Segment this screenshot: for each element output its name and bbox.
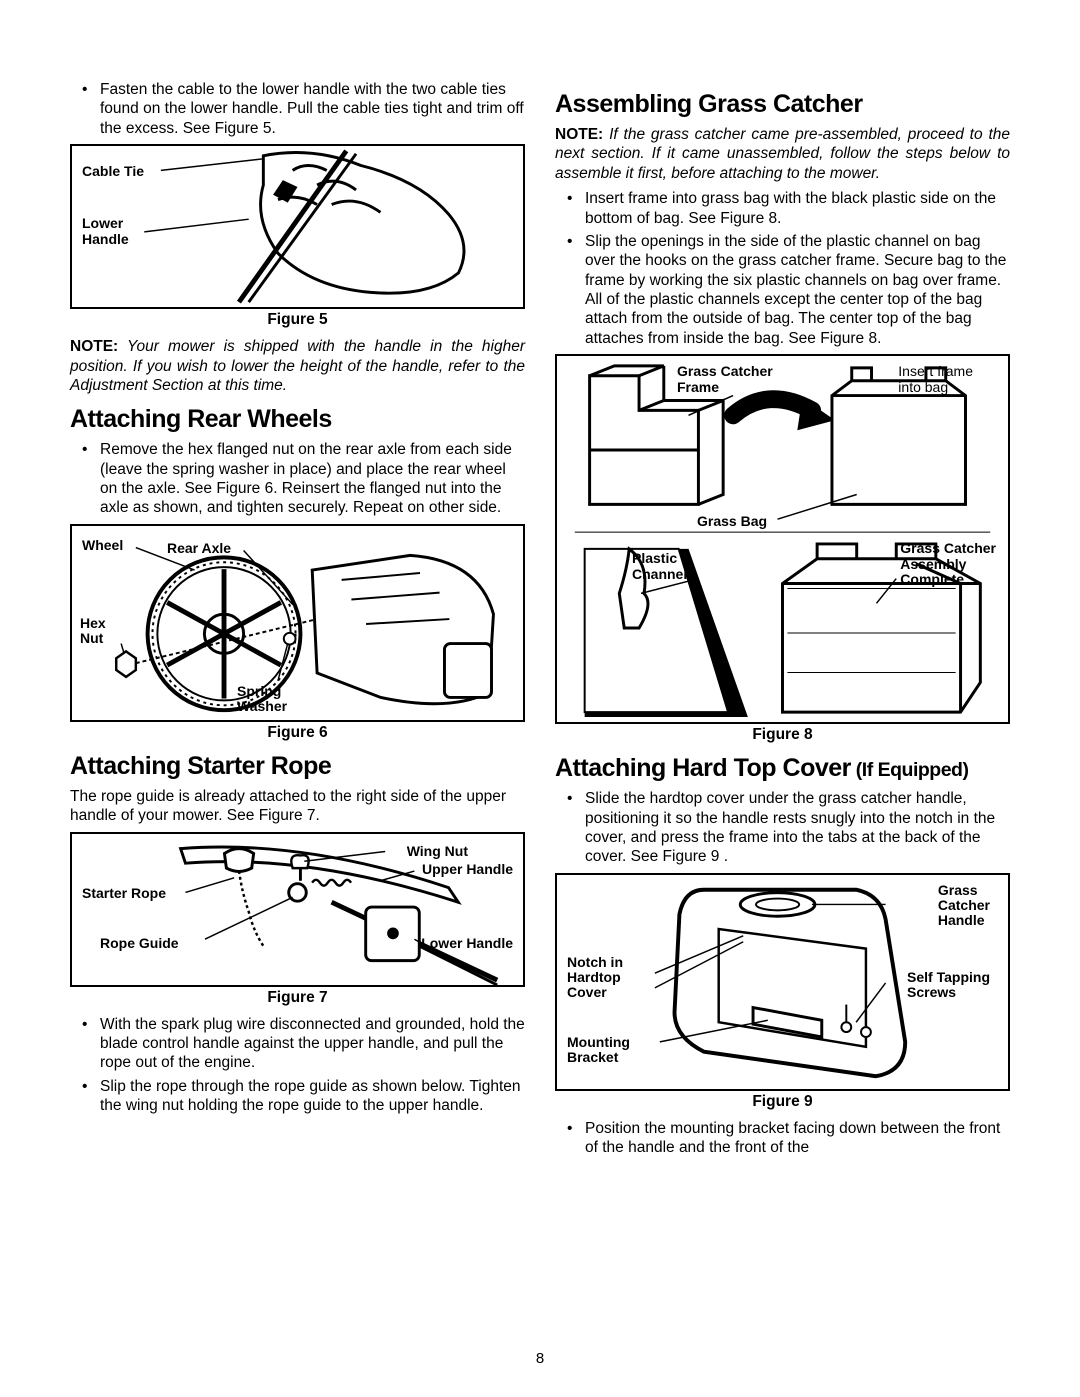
heading-grass-catcher: Assembling Grass Catcher [555, 90, 1010, 119]
note-grass-catcher: NOTE: If the grass catcher came pre-asse… [555, 125, 1010, 183]
label-insert-frame: Insert frame into bag [898, 364, 973, 395]
label-gc-handle: Grass Catcher Handle [938, 883, 990, 929]
label-lower-handle-7: Lower Handle [421, 936, 513, 951]
figure-8-box: Grass Catcher Frame Insert frame into ba… [555, 354, 1010, 724]
label-mounting: Mounting Bracket [567, 1035, 630, 1066]
label-starter-rope: Starter Rope [82, 886, 166, 901]
bullet-list-hardtop: Slide the hardtop cover under the grass … [555, 789, 1010, 867]
label-gc-complete: Grass Catcher Assembly Complete [900, 541, 996, 587]
list-item: Slip the openings in the side of the pla… [555, 232, 1010, 348]
label-cable-tie: Cable Tie [82, 164, 144, 179]
figure-6-box: Wheel Rear Axle Hex Nut Spring Washer [70, 524, 525, 722]
label-gc-frame: Grass Catcher Frame [677, 364, 773, 395]
starter-intro: The rope guide is already attached to th… [70, 787, 525, 826]
figure-7-caption: Figure 7 [70, 989, 525, 1007]
label-spring-washer: Spring Washer [237, 684, 287, 715]
bullet-list-starter: With the spark plug wire disconnected an… [70, 1015, 525, 1116]
heading-rear-wheels: Attaching Rear Wheels [70, 405, 525, 434]
label-hex-nut: Hex Nut [80, 616, 106, 647]
label-rope-guide: Rope Guide [100, 936, 179, 951]
figure-6-svg [72, 526, 523, 720]
label-rear-axle: Rear Axle [167, 541, 231, 556]
figure-6-caption: Figure 6 [70, 724, 525, 742]
list-item: Fasten the cable to the lower handle wit… [70, 80, 525, 138]
list-item: Remove the hex flanged nut on the rear a… [70, 440, 525, 518]
figure-5-caption: Figure 5 [70, 311, 525, 329]
bullet-list-cable: Fasten the cable to the lower handle wit… [70, 80, 525, 138]
figure-5-box: Cable Tie Lower Handle [70, 144, 525, 309]
label-wheel: Wheel [82, 538, 123, 553]
bullet-list-rear-wheels: Remove the hex flanged nut on the rear a… [70, 440, 525, 518]
bullet-list-grass: Insert frame into grass bag with the bla… [555, 189, 1010, 348]
list-item: Slide the hardtop cover under the grass … [555, 789, 1010, 867]
label-self-tap: Self Tapping Screws [907, 970, 990, 1001]
heading-hardtop-main: Attaching Hard Top Cover [555, 754, 851, 782]
figure-9-box: Grass Catcher Handle Notch in Hardtop Co… [555, 873, 1010, 1091]
right-column: Assembling Grass Catcher NOTE: If the gr… [555, 80, 1010, 1161]
note-handle-position: NOTE: Your mower is shipped with the han… [70, 337, 525, 395]
note-lead: NOTE: [70, 338, 118, 355]
label-lower-handle: Lower Handle [82, 216, 129, 247]
label-grass-bag: Grass Bag [697, 514, 767, 529]
list-item: Insert frame into grass bag with the bla… [555, 189, 1010, 228]
label-plastic-channel: Plastic Channel [632, 551, 687, 582]
bullet-list-hardtop-2: Position the mounting bracket facing dow… [555, 1119, 1010, 1158]
figure-8-caption: Figure 8 [555, 726, 1010, 744]
list-item: With the spark plug wire disconnected an… [70, 1015, 525, 1073]
heading-starter-rope: Attaching Starter Rope [70, 752, 525, 781]
figure-9-caption: Figure 9 [555, 1093, 1010, 1111]
list-item: Position the mounting bracket facing dow… [555, 1119, 1010, 1158]
heading-hardtop: Attaching Hard Top Cover (If Equipped) [555, 754, 1010, 783]
note-body: If the grass catcher came pre-assembled,… [555, 126, 1010, 182]
note-body: Your mower is shipped with the handle in… [70, 338, 525, 394]
two-column-layout: Fasten the cable to the lower handle wit… [70, 80, 1010, 1161]
figure-7-box: Starter Rope Rope Guide Wing Nut Upper H… [70, 832, 525, 987]
note-lead: NOTE: [555, 126, 603, 143]
heading-hardtop-sub: (If Equipped) [851, 759, 969, 781]
left-column: Fasten the cable to the lower handle wit… [70, 80, 525, 1161]
label-upper-handle: Upper Handle [422, 862, 513, 877]
label-wing-nut: Wing Nut [407, 844, 468, 859]
list-item: Slip the rope through the rope guide as … [70, 1077, 525, 1116]
figure-8-svg [557, 356, 1008, 722]
page-number: 8 [0, 1350, 1080, 1367]
label-notch: Notch in Hardtop Cover [567, 955, 623, 1001]
